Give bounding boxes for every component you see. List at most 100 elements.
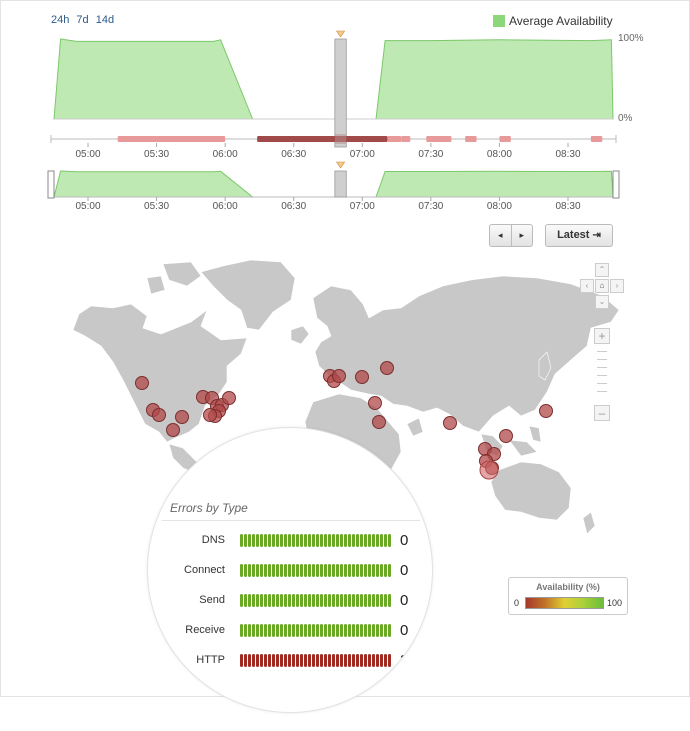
- jump-end-icon: ⇥: [592, 230, 601, 241]
- error-segment[interactable]: [401, 136, 411, 142]
- arctic-islands-shape: [146, 261, 202, 295]
- time-tick-label: 08:00: [487, 149, 512, 160]
- error-strip: [50, 134, 617, 144]
- main-area-chart: [53, 30, 614, 148]
- location-marker[interactable]: [135, 376, 149, 390]
- time-tick-label: 06:30: [281, 201, 306, 212]
- availability-legend-title: Availability (%): [536, 582, 600, 592]
- overview-right-handle[interactable]: [612, 170, 620, 199]
- error-segment[interactable]: [117, 136, 226, 142]
- error-segment[interactable]: [257, 136, 388, 142]
- zoom-tick: [597, 367, 607, 368]
- availability-legend-max: 100: [607, 598, 623, 608]
- error-segment[interactable]: [499, 136, 511, 142]
- next-button[interactable]: ▸: [519, 230, 525, 240]
- error-segment[interactable]: [590, 136, 603, 142]
- map-markers: [135, 361, 553, 480]
- time-tick-label: 06:00: [213, 149, 238, 160]
- location-marker[interactable]: [355, 370, 369, 384]
- time-axis-main: 05:00 05:30 06:00 06:30 07:00 07:30 08:00 08:30: [75, 143, 581, 160]
- error-count: 0: [400, 532, 409, 549]
- y-axis-min-label: 0%: [618, 113, 633, 124]
- error-type-label: HTTP: [196, 654, 225, 666]
- location-marker[interactable]: [372, 415, 386, 429]
- prev-button[interactable]: ◂: [490, 225, 512, 246]
- location-marker[interactable]: [222, 391, 236, 405]
- error-ratio-bar: [240, 534, 391, 547]
- error-ratio-bar: [240, 594, 391, 607]
- time-tick-label: 07:30: [418, 149, 443, 160]
- prev-next-buttons: ◂ ▸: [489, 224, 533, 247]
- location-marker[interactable]: [166, 423, 180, 437]
- errors-panel-title: Errors by Type: [170, 501, 248, 515]
- range-24h[interactable]: 24h: [51, 14, 70, 26]
- error-ratio-bar: [240, 624, 391, 637]
- location-marker[interactable]: [152, 408, 166, 422]
- zoom-tick: [597, 375, 607, 376]
- cursor-marker-icon[interactable]: [336, 30, 346, 38]
- zoom-in-button[interactable]: +: [594, 328, 610, 344]
- time-tick-label: 06:00: [213, 201, 238, 212]
- overview-navigator[interactable]: [47, 161, 620, 199]
- pan-down-icon[interactable]: ⌄: [595, 295, 609, 309]
- location-marker[interactable]: [203, 408, 217, 422]
- time-cursor[interactable]: [334, 38, 347, 148]
- location-marker[interactable]: [443, 416, 457, 430]
- location-marker[interactable]: [368, 396, 382, 410]
- chart-legend: Average Availability: [493, 14, 613, 28]
- location-marker[interactable]: [380, 361, 394, 375]
- overview-marker-icon[interactable]: [336, 161, 346, 169]
- legend-swatch: [493, 15, 505, 27]
- error-segment[interactable]: [387, 136, 402, 142]
- errors-panel-divider: [162, 520, 420, 521]
- availability-gradient: [525, 597, 604, 609]
- error-ratio-bar: [240, 654, 391, 667]
- latest-button[interactable]: Latest ⇥: [545, 224, 613, 247]
- pan-control: ⌃ ‹ ⌂ › ⌄: [580, 263, 624, 309]
- overview-area: [53, 170, 614, 198]
- error-row-receive: Receive 0: [148, 622, 432, 640]
- error-count: 0: [400, 622, 409, 639]
- error-count: 31: [400, 652, 417, 669]
- time-tick-label: 07:00: [350, 201, 375, 212]
- pan-right-icon[interactable]: ›: [610, 279, 624, 293]
- time-tick-label: 05:00: [75, 201, 100, 212]
- australia-shape: [490, 461, 572, 521]
- error-row-connect: Connect 0: [148, 562, 432, 580]
- new-zealand-shape: [582, 511, 596, 535]
- location-marker[interactable]: [499, 429, 513, 443]
- overview-cursor[interactable]: [334, 170, 347, 198]
- range-7d[interactable]: 7d: [76, 14, 89, 26]
- greenland-shape: [200, 259, 296, 331]
- world-map[interactable]: [51, 256, 621, 536]
- error-segment[interactable]: [426, 136, 452, 142]
- location-marker[interactable]: [539, 404, 553, 418]
- location-marker[interactable]: [332, 369, 346, 383]
- error-type-label: DNS: [201, 534, 225, 546]
- home-icon[interactable]: ⌂: [595, 279, 609, 293]
- error-ratio-bar: [240, 564, 391, 577]
- overview-left-handle[interactable]: [47, 170, 55, 199]
- time-tick-label: 07:30: [418, 201, 443, 212]
- error-type-label: Receive: [185, 624, 225, 636]
- pan-up-icon[interactable]: ⌃: [595, 263, 609, 277]
- time-tick-label: 08:30: [555, 149, 580, 160]
- time-tick-label: 06:30: [281, 149, 306, 160]
- errors-by-type-panel: Errors by Type DNS 0 Connect 0 Send 0 Receive 0…: [147, 427, 433, 713]
- zoom-out-button[interactable]: –: [594, 405, 610, 421]
- error-type-label: Connect: [184, 564, 225, 576]
- pan-left-icon[interactable]: ‹: [580, 279, 594, 293]
- range-14d[interactable]: 14d: [95, 14, 115, 26]
- time-axis-overview: 05:00 05:30 06:00 06:30 07:00 07:30 08:00 08:30: [75, 197, 581, 212]
- location-marker[interactable]: [175, 410, 189, 424]
- time-tick-label: 05:30: [144, 201, 169, 212]
- error-strip-cursor: [334, 134, 347, 144]
- error-segment[interactable]: [465, 136, 477, 142]
- time-tick-label: 07:00: [350, 149, 375, 160]
- zoom-tick: [597, 351, 607, 352]
- error-row-http: HTTP 31: [148, 652, 432, 670]
- latest-label: Latest: [557, 229, 590, 241]
- location-marker[interactable]: [479, 460, 499, 480]
- zoom-tick: [597, 383, 607, 384]
- error-row-dns: DNS 0: [148, 532, 432, 550]
